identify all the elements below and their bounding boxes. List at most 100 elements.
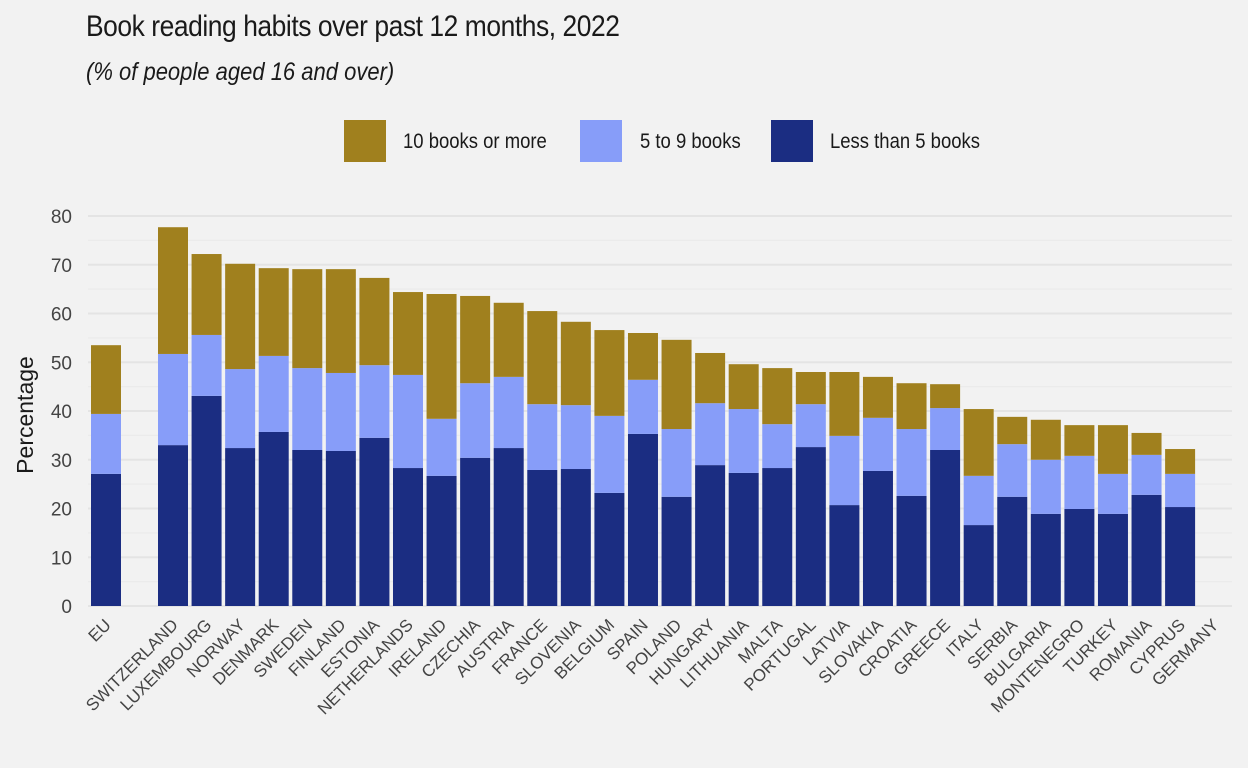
- bar-portugal-less-than-5-books: [795, 447, 826, 606]
- bar-bulgaria-less-than-5-books: [1030, 513, 1061, 606]
- bar-greece-10-books-or-more: [930, 384, 961, 409]
- bar-eu-less-than-5-books: [91, 473, 121, 606]
- bar-montenegro-5-to-9-books: [1064, 455, 1095, 509]
- y-tick-label: 50: [51, 353, 72, 374]
- bar-switzerland-10-books-or-more: [158, 227, 188, 354]
- bar-lithuania-5-to-9-books: [728, 409, 759, 473]
- bar-netherlands-10-books-or-more: [392, 292, 423, 375]
- bar-finland-5-to-9-books: [325, 372, 356, 451]
- bar-ireland-less-than-5-books: [426, 475, 457, 606]
- bar-sweden-less-than-5-books: [292, 450, 323, 606]
- bar-denmark-10-books-or-more: [258, 268, 289, 356]
- legend-swatch-less-than-5: [771, 120, 813, 162]
- bar-norway-10-books-or-more: [225, 263, 256, 370]
- bar-poland-5-to-9-books: [661, 429, 692, 497]
- bar-croatia-less-than-5-books: [896, 495, 927, 606]
- y-tick-label: 10: [51, 548, 72, 569]
- bar-eu-10-books-or-more: [91, 345, 121, 414]
- bar-czechia-less-than-5-books: [460, 457, 491, 606]
- bar-czechia-10-books-or-more: [460, 295, 491, 384]
- bar-cyprus-less-than-5-books: [1165, 507, 1196, 606]
- bar-serbia-10-books-or-more: [997, 416, 1028, 445]
- bar-malta-10-books-or-more: [762, 368, 793, 425]
- bar-france-10-books-or-more: [527, 311, 558, 405]
- bar-france-5-to-9-books: [527, 404, 558, 470]
- bar-montenegro-less-than-5-books: [1064, 508, 1095, 606]
- y-axis-label: Percentage: [12, 356, 38, 474]
- bar-luxembourg-10-books-or-more: [191, 254, 222, 335]
- bar-czechia-5-to-9-books: [460, 383, 491, 458]
- bar-latvia-10-books-or-more: [829, 372, 860, 436]
- bar-lithuania-less-than-5-books: [728, 472, 759, 606]
- chart-subtitle: (% of people aged 16 and over): [86, 58, 395, 86]
- bar-belgium-less-than-5-books: [594, 492, 625, 606]
- x-tick-labels: EUSWITZERLANDLUXEMBOURGNORWAYDENMARKSWED…: [82, 615, 1222, 718]
- bar-estonia-5-to-9-books: [359, 365, 390, 438]
- bar-netherlands-less-than-5-books: [392, 468, 423, 606]
- y-tick-label: 20: [51, 500, 72, 521]
- bar-finland-10-books-or-more: [325, 269, 356, 373]
- legend: 10 books or more 5 to 9 books Less than …: [0, 120, 1248, 162]
- y-tick-label: 70: [51, 256, 72, 277]
- legend-swatch-5-to-9: [580, 120, 622, 162]
- bar-cyprus-5-to-9-books: [1165, 473, 1196, 508]
- bar-slovenia-5-to-9-books: [560, 405, 591, 470]
- y-tick-label: 80: [51, 207, 72, 228]
- bar-turkey-10-books-or-more: [1097, 425, 1128, 474]
- bar-italy-less-than-5-books: [963, 525, 994, 606]
- bar-lithuania-10-books-or-more: [728, 364, 759, 410]
- bar-slovenia-less-than-5-books: [560, 469, 591, 606]
- bar-croatia-10-books-or-more: [896, 383, 927, 430]
- bar-serbia-5-to-9-books: [997, 444, 1028, 497]
- y-tick-labels: 0 10 20 30 40 50 60 70 80: [51, 207, 72, 618]
- bar-bulgaria-5-to-9-books: [1030, 459, 1061, 514]
- y-tick-label: 60: [51, 305, 72, 326]
- bar-eu-5-to-9-books: [91, 413, 121, 474]
- bar-spain-10-books-or-more: [627, 333, 658, 380]
- bar-serbia-less-than-5-books: [997, 496, 1028, 606]
- bar-denmark-5-to-9-books: [258, 355, 289, 432]
- bar-belgium-5-to-9-books: [594, 415, 625, 493]
- bar-malta-less-than-5-books: [762, 468, 793, 606]
- bar-turkey-less-than-5-books: [1097, 513, 1128, 606]
- bar-denmark-less-than-5-books: [258, 431, 289, 606]
- bar-spain-5-to-9-books: [627, 379, 658, 434]
- bar-greece-5-to-9-books: [930, 408, 961, 450]
- bar-belgium-10-books-or-more: [594, 330, 625, 416]
- bar-norway-5-to-9-books: [225, 369, 256, 449]
- bar-switzerland-less-than-5-books: [158, 445, 188, 606]
- bar-greece-less-than-5-books: [930, 450, 961, 606]
- bar-portugal-10-books-or-more: [795, 372, 826, 405]
- bar-montenegro-10-books-or-more: [1064, 425, 1095, 456]
- bar-austria-5-to-9-books: [493, 376, 524, 449]
- bar-croatia-5-to-9-books: [896, 429, 927, 496]
- bar-malta-5-to-9-books: [762, 424, 793, 469]
- bar-austria-10-books-or-more: [493, 302, 524, 377]
- bar-slovakia-5-to-9-books: [862, 417, 893, 471]
- bar-romania-less-than-5-books: [1131, 494, 1162, 606]
- bar-sweden-5-to-9-books: [292, 368, 323, 450]
- bar-italy-5-to-9-books: [963, 475, 994, 526]
- bar-slovakia-less-than-5-books: [862, 470, 893, 606]
- bar-hungary-5-to-9-books: [695, 403, 726, 466]
- bar-switzerland-5-to-9-books: [158, 353, 188, 446]
- bar-netherlands-5-to-9-books: [392, 374, 423, 469]
- bar-ireland-5-to-9-books: [426, 418, 457, 476]
- bar-france-less-than-5-books: [527, 469, 558, 606]
- bar-bulgaria-10-books-or-more: [1030, 419, 1061, 460]
- bar-poland-10-books-or-more: [661, 339, 692, 430]
- bar-cyprus-10-books-or-more: [1165, 449, 1196, 474]
- x-tick-label: EU: [85, 615, 115, 645]
- bar-ireland-10-books-or-more: [426, 294, 457, 419]
- legend-label-less-than-5: Less than 5 books: [830, 130, 980, 153]
- bars: [91, 227, 1196, 606]
- bar-norway-less-than-5-books: [225, 448, 256, 606]
- y-tick-label: 40: [51, 402, 72, 423]
- bar-austria-less-than-5-books: [493, 448, 524, 606]
- bar-hungary-10-books-or-more: [695, 352, 726, 404]
- bar-latvia-less-than-5-books: [829, 505, 860, 606]
- bar-finland-less-than-5-books: [325, 450, 356, 606]
- bar-portugal-5-to-9-books: [795, 404, 826, 448]
- bar-romania-5-to-9-books: [1131, 454, 1162, 495]
